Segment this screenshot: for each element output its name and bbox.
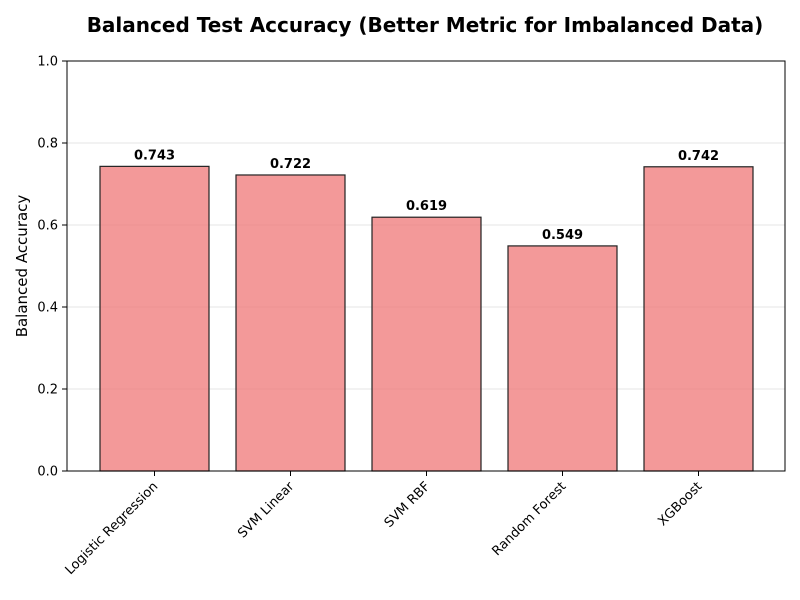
bar [371, 216, 482, 472]
value-labels: 0.743 0.722 0.619 0.549 0.742 [134, 148, 719, 243]
bar-value-label: 0.619 [406, 199, 447, 214]
bars-group [99, 165, 754, 472]
x-tick-label: Random Forest [490, 479, 570, 559]
x-tick-label: XGBoost [655, 479, 705, 529]
bar-value-label: 0.722 [270, 157, 311, 172]
y-tick-label: 0.4 [37, 301, 58, 316]
y-axis: 0.0 0.2 0.4 0.6 0.8 1.0 [37, 55, 67, 480]
bar-value-label: 0.742 [678, 149, 719, 164]
y-tick-label: 0.2 [37, 383, 58, 398]
bar-value-label: 0.549 [542, 228, 583, 243]
bar [235, 174, 346, 472]
x-tick-label: Logistic Regression [63, 479, 162, 578]
chart-title: Balanced Test Accuracy (Better Metric fo… [87, 13, 764, 37]
bar [507, 245, 618, 472]
y-tick-label: 0.6 [37, 219, 58, 234]
y-tick-label: 0.0 [37, 465, 58, 480]
y-tick-label: 0.8 [37, 137, 58, 152]
bar [643, 166, 754, 472]
x-tick-label: SVM Linear [235, 479, 298, 542]
y-tick-label: 1.0 [37, 55, 58, 70]
y-axis-label: Balanced Accuracy [13, 195, 31, 338]
x-tick-label: SVM RBF [382, 479, 434, 531]
x-axis: Logistic Regression SVM Linear SVM RBF Rand… [63, 471, 705, 578]
bar-value-label: 0.743 [134, 148, 175, 163]
bar [99, 165, 210, 472]
